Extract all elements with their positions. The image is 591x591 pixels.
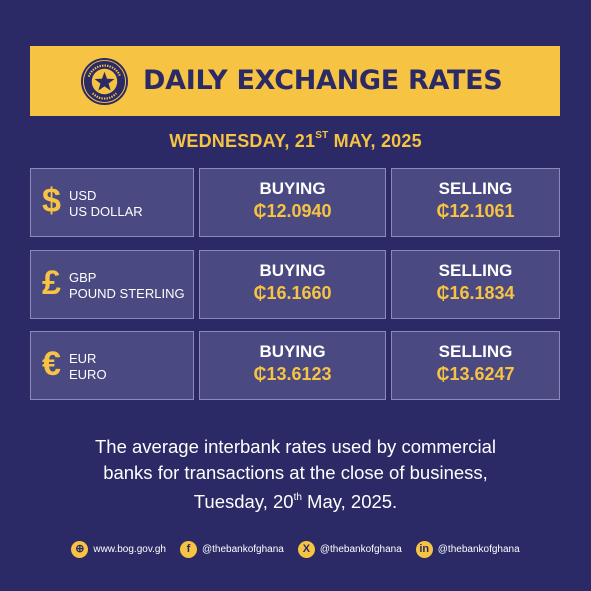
currency-code: GBP [69, 270, 97, 285]
linkedin-link[interactable]: in @thebankofghana [415, 540, 520, 558]
note-line: Tuesday, 20th May, 2025. [0, 486, 591, 515]
facebook-handle: @thebankofghana [201, 543, 284, 555]
rate-row-eur: € EUR EURO BUYING ₵13.6123 SELLING ₵13.6… [30, 331, 560, 400]
selling-rate: ₵16.1834 [436, 283, 515, 303]
selling-rate: ₵12.1061 [436, 201, 515, 221]
buying-label: BUYING [259, 179, 326, 198]
title-banner: DAILY EXCHANGE RATES [30, 46, 560, 116]
buying-label: BUYING [259, 342, 326, 361]
website-link[interactable]: ⊕ www.bog.gov.gh [71, 540, 166, 558]
selling-cell: SELLING ₵12.1061 [391, 168, 560, 237]
selling-cell: SELLING ₵16.1834 [391, 250, 560, 319]
currency-name: EURO [69, 367, 107, 382]
buying-rate: ₵13.6123 [253, 364, 332, 384]
linkedin-icon: in [415, 540, 433, 558]
page-title: DAILY EXCHANGE RATES [143, 65, 503, 96]
euro-icon: € [42, 345, 61, 383]
buying-rate: ₵16.1660 [253, 283, 332, 303]
buying-cell: BUYING ₵13.6123 [199, 331, 386, 400]
x-handle: @thebankofghana [319, 543, 402, 555]
note-date-prefix: Tuesday, 20 [193, 491, 294, 513]
date-ordinal: ST [315, 130, 329, 141]
buying-rate: ₵12.0940 [253, 201, 332, 221]
buying-label: BUYING [259, 261, 326, 280]
x-link[interactable]: X @thebankofghana [297, 540, 402, 558]
rate-date: WEDNESDAY, 21ST MAY, 2025 [0, 130, 591, 152]
date-suffix: MAY, 2025 [328, 131, 422, 151]
currency-cell: £ GBP POUND STERLING [30, 250, 194, 319]
dollar-icon: $ [42, 182, 61, 220]
currency-name: US DOLLAR [69, 204, 143, 219]
website-text: www.bog.gov.gh [93, 543, 166, 555]
currency-code: USD [69, 188, 97, 203]
bank-of-ghana-seal-icon [80, 57, 129, 106]
rate-row-usd: $ USD US DOLLAR BUYING ₵12.0940 SELLING … [30, 168, 560, 237]
globe-icon: ⊕ [71, 540, 89, 558]
note-line: The average interbank rates used by comm… [94, 436, 497, 457]
note-date-ordinal: th [293, 492, 302, 503]
rate-row-gbp: £ GBP POUND STERLING BUYING ₵16.1660 SEL… [30, 250, 560, 319]
currency-cell: € EUR EURO [30, 331, 194, 400]
selling-cell: SELLING ₵13.6247 [391, 331, 560, 400]
note-line: banks for transactions at the close of b… [103, 462, 488, 483]
currency-name: POUND STERLING [69, 286, 185, 301]
selling-label: SELLING [438, 261, 513, 280]
buying-cell: BUYING ₵12.0940 [199, 168, 386, 237]
interbank-note: The average interbank rates used by comm… [0, 434, 591, 515]
pound-icon: £ [42, 264, 61, 302]
social-footer: ⊕ www.bog.gov.gh f @thebankofghana X @th… [0, 538, 591, 560]
linkedin-handle: @thebankofghana [437, 543, 520, 555]
buying-cell: BUYING ₵16.1660 [199, 250, 386, 319]
date-prefix: WEDNESDAY, 21 [169, 131, 316, 151]
selling-label: SELLING [438, 179, 513, 198]
selling-rate: ₵13.6247 [436, 364, 515, 384]
currency-code: EUR [69, 351, 97, 366]
facebook-icon: f [179, 540, 197, 558]
currency-cell: $ USD US DOLLAR [30, 168, 194, 237]
facebook-link[interactable]: f @thebankofghana [179, 540, 284, 558]
note-date-suffix: May, 2025. [301, 491, 398, 513]
x-icon: X [297, 540, 315, 558]
selling-label: SELLING [438, 342, 513, 361]
